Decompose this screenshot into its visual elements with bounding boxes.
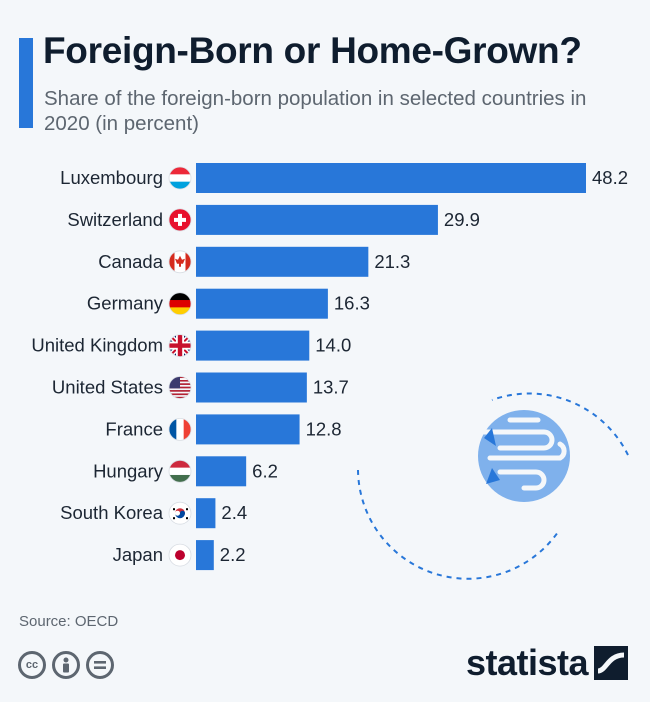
chart-title: Foreign-Born or Home-Grown? bbox=[43, 30, 582, 71]
value-label: 13.7 bbox=[313, 377, 349, 398]
arrow-icon bbox=[484, 428, 496, 446]
bar bbox=[196, 414, 300, 445]
category-label: Japan bbox=[113, 544, 163, 565]
statista-logo-icon bbox=[594, 646, 629, 680]
united-kingdom-flag-icon bbox=[168, 334, 192, 358]
hungary-flag-icon bbox=[168, 459, 192, 483]
bar bbox=[196, 163, 586, 193]
title-accent-bar bbox=[19, 38, 33, 128]
bar bbox=[196, 498, 216, 529]
bar-row: United Kingdom 14.0 bbox=[31, 330, 351, 361]
value-label: 2.2 bbox=[220, 544, 246, 565]
bar-row: Canada 21.3 bbox=[98, 246, 410, 277]
bar-row: France 12.8 bbox=[105, 414, 342, 445]
category-label: Germany bbox=[87, 293, 164, 314]
bar bbox=[196, 288, 328, 319]
canada-flag-icon bbox=[168, 250, 192, 274]
bar bbox=[196, 330, 310, 361]
south-korea-flag-icon bbox=[168, 501, 192, 525]
bar-row: Germany 16.3 bbox=[87, 288, 370, 319]
globe-illustration bbox=[357, 392, 629, 580]
bar-row: Switzerland 29.9 bbox=[67, 204, 480, 235]
bar-row: Luxembourg 48.2 bbox=[60, 163, 628, 193]
germany-flag-icon bbox=[168, 292, 192, 316]
cc-icon[interactable]: cc bbox=[18, 651, 46, 679]
switzerland-flag-icon bbox=[168, 208, 192, 232]
bar bbox=[196, 540, 214, 571]
arrow-icon bbox=[486, 468, 500, 484]
statista-logo[interactable]: statista bbox=[466, 642, 629, 684]
france-flag-icon bbox=[168, 417, 192, 441]
license-icons: cc bbox=[18, 651, 114, 679]
category-label: Hungary bbox=[93, 460, 164, 481]
united-states-flag-icon bbox=[168, 376, 192, 399]
value-label: 2.4 bbox=[221, 502, 247, 523]
brand-name: statista bbox=[466, 642, 589, 683]
value-label: 29.9 bbox=[444, 209, 480, 230]
bar bbox=[196, 372, 307, 403]
japan-flag-icon bbox=[168, 543, 192, 567]
value-label: 16.3 bbox=[334, 293, 370, 314]
value-label: 14.0 bbox=[315, 335, 351, 356]
bar-row: United States 13.7 bbox=[52, 372, 349, 403]
category-label: United States bbox=[52, 377, 163, 398]
bar bbox=[196, 204, 438, 235]
category-label: United Kingdom bbox=[31, 335, 163, 356]
bar-row: Japan 2.2 bbox=[113, 540, 246, 571]
bar-row: South Korea 2.4 bbox=[60, 498, 247, 529]
value-label: 21.3 bbox=[374, 251, 410, 272]
category-label: Switzerland bbox=[67, 209, 163, 230]
category-label: Luxembourg bbox=[60, 167, 163, 188]
bar bbox=[196, 246, 369, 277]
category-label: Canada bbox=[98, 251, 164, 272]
category-label: France bbox=[105, 418, 163, 439]
bar bbox=[196, 456, 247, 487]
chart-subtitle: Share of the foreign-born population in … bbox=[44, 87, 587, 135]
category-label: South Korea bbox=[60, 502, 164, 523]
nd-icon[interactable] bbox=[86, 651, 114, 679]
luxembourg-flag-icon bbox=[168, 166, 192, 190]
value-label: 48.2 bbox=[592, 167, 628, 188]
bar-row: Hungary 6.2 bbox=[93, 456, 278, 487]
by-icon[interactable] bbox=[52, 651, 80, 679]
value-label: 12.8 bbox=[306, 418, 342, 439]
value-label: 6.2 bbox=[252, 460, 278, 481]
source-note: Source: OECD bbox=[19, 613, 119, 630]
